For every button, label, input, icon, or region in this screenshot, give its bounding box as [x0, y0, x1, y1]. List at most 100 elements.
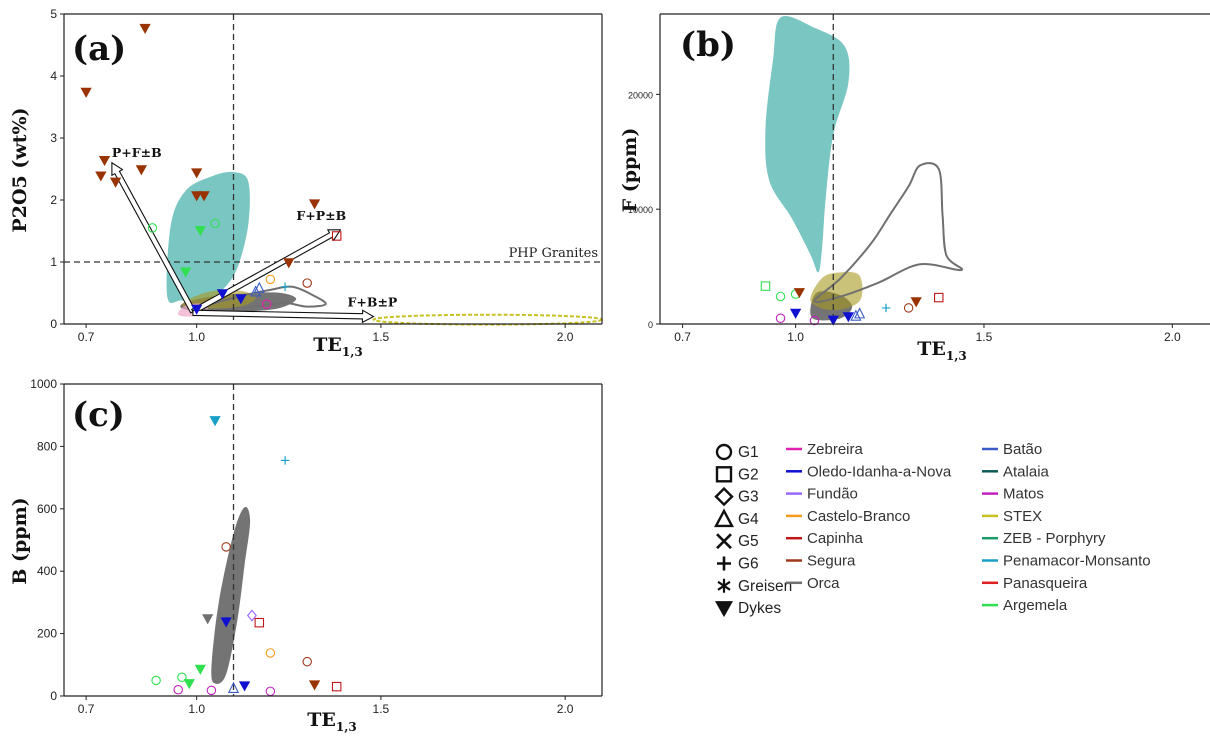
y-tick-label: 800 [37, 439, 57, 453]
legend-label: Atalaia [1003, 463, 1050, 480]
data-point [827, 315, 839, 326]
series-fundão-g3 [247, 609, 257, 622]
legend-group-label: G5 [738, 533, 759, 550]
trend-arrow [111, 161, 197, 314]
data-point [331, 681, 342, 692]
x-axis-title: TE1,3 [313, 334, 363, 359]
data-point [775, 313, 786, 324]
trend-arrow [192, 309, 375, 324]
trend-label: F+P±B [296, 208, 346, 223]
legend-label: Panasqueira [1003, 575, 1088, 592]
legend-item-atalaia: Atalaia [982, 463, 1050, 480]
data-point [139, 23, 151, 34]
data-point [253, 281, 265, 293]
data-point [934, 292, 944, 303]
series-argemela-g1 [151, 672, 187, 686]
legend-label: Penamacor-Monsanto [1003, 553, 1151, 570]
data-point [854, 307, 866, 319]
legend-label: Oledo-Idanha-a-Nova [807, 463, 952, 480]
data-point [80, 87, 92, 98]
y-tick-label: 20000 [628, 90, 653, 100]
y-axis-title: F (ppm) [619, 128, 641, 213]
legend-label: STEX [1003, 508, 1042, 525]
data-point [910, 297, 922, 308]
legend-label: Orca [807, 575, 840, 592]
legend-item-matos: Matos [982, 486, 1044, 503]
panel-label: (b) [680, 25, 736, 65]
data-point [254, 617, 265, 628]
data-point [261, 299, 272, 309]
data-point [302, 278, 312, 288]
legend-label: ZEB - Porphyry [1003, 530, 1106, 547]
series-orca [202, 614, 214, 625]
x-tick-label: 1.0 [188, 330, 205, 344]
data-point [191, 191, 203, 202]
data-point [265, 274, 276, 285]
data-point [183, 679, 195, 690]
field-stex-dashed [372, 313, 603, 326]
legend-item-orca: Orca [786, 575, 840, 592]
cross-x-icon [716, 533, 732, 550]
data-point [221, 542, 231, 552]
legend-item-castelo-branco: Castelo-Branco [786, 508, 910, 525]
legend-group-dykes: Dykes [715, 600, 781, 618]
data-point [235, 294, 247, 305]
series-argemela [183, 664, 206, 690]
y-axis-title: B (ppm) [9, 497, 31, 584]
legend-label: Argemela [1003, 597, 1068, 614]
series-oledo-idanha-a-nova [191, 289, 247, 315]
series-oledo-idanha-a-nova [220, 617, 251, 692]
y-tick-label: 5 [50, 7, 57, 21]
series-zebreira-g1 [261, 299, 272, 309]
y-tick-label: 0 [648, 320, 653, 330]
data-point [220, 617, 232, 628]
legend-item-penamacor-monsanto: Penamacor-Monsanto [982, 553, 1151, 570]
legend-group-g5: G5 [716, 533, 759, 550]
y-tick-label: 600 [37, 502, 57, 516]
data-point [198, 191, 210, 202]
series-dykes [80, 23, 321, 269]
data-point [280, 282, 290, 291]
legend-label: Castelo-Branco [807, 508, 910, 525]
series-dykes [793, 288, 922, 308]
data-point [194, 226, 206, 237]
x-axis-title: TE1,3 [307, 709, 357, 734]
legend-group-g4: G4 [714, 508, 759, 528]
series-castelo-branco-g1 [265, 648, 276, 658]
data-point [227, 681, 240, 693]
legend-item-fundão: Fundão [786, 486, 858, 503]
legend: G1 G2 G3 G4 G5 G6 Greisen Dykes Zebreira Oledo-Id… [714, 441, 1151, 618]
data-point [809, 315, 820, 326]
data-point [308, 199, 321, 210]
x-tick-label: 0.7 [674, 330, 691, 344]
series-oledo-idanha-a-nova [789, 308, 854, 326]
series-capinha-g2 [934, 292, 944, 303]
triangle-icon [714, 508, 734, 528]
data-point [209, 416, 221, 427]
legend-item-stex: STEX [982, 508, 1042, 525]
legend-label: Capinha [807, 530, 864, 547]
axes: 0.7 1.0 1.5 2.0 0 10000 20000 [628, 13, 1210, 344]
data-point [109, 177, 122, 188]
legend-label: Batão [1003, 441, 1042, 458]
x-tick-label: 0.7 [78, 702, 95, 716]
legend-group-g2: G2 [715, 466, 759, 483]
axes: 0.7 1.0 1.5 2.0 0 1 2 3 4 5 [50, 7, 603, 344]
x-tick-label: 1.5 [373, 330, 390, 344]
legend-group-label: G3 [738, 489, 759, 506]
series-batão-g4 [227, 681, 240, 693]
data-point [793, 288, 806, 299]
data-point [265, 686, 276, 697]
data-point [881, 303, 891, 313]
data-point [250, 285, 262, 297]
field-teal-field [765, 15, 850, 273]
data-point [775, 291, 786, 302]
filled-triangle-down-icon [715, 601, 733, 618]
series-capinha-g2 [254, 617, 342, 692]
y-axis-title: P2O5 (wt%) [9, 107, 31, 232]
y-tick-label: 1 [50, 255, 57, 269]
legend-group-label: G1 [738, 444, 759, 461]
data-point [302, 656, 312, 667]
series-segura-g1 [903, 303, 914, 313]
